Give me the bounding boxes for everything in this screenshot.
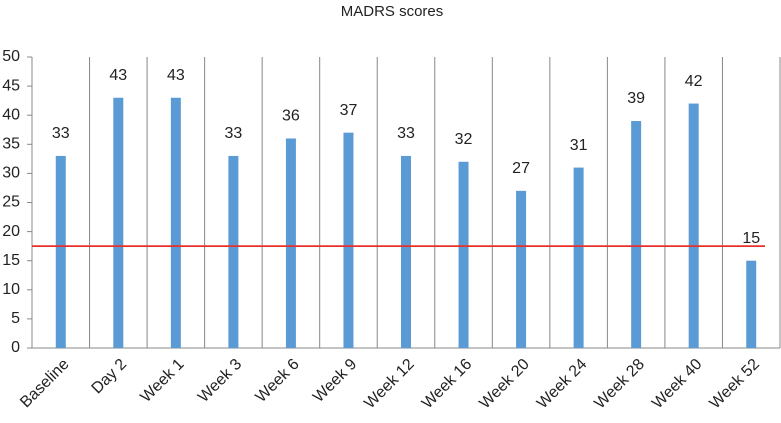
chart-title: MADRS scores xyxy=(341,3,444,20)
data-label: 33 xyxy=(52,125,70,142)
x-tick-label: Week 20 xyxy=(476,356,533,413)
y-tick-label: 40 xyxy=(2,106,20,123)
y-tick-label: 0 xyxy=(11,339,20,356)
y-tick-label: 15 xyxy=(2,252,20,269)
bar xyxy=(516,190,527,348)
x-tick-label: Week 16 xyxy=(419,356,476,413)
x-tick-label: Baseline xyxy=(17,356,73,412)
bar xyxy=(458,161,469,348)
bar xyxy=(113,97,124,349)
bar xyxy=(688,103,699,348)
data-label: 33 xyxy=(224,125,242,142)
bar xyxy=(746,260,757,348)
data-label: 42 xyxy=(685,73,703,90)
bar xyxy=(401,155,411,348)
bar xyxy=(573,167,584,348)
data-label: 39 xyxy=(627,90,645,107)
bar xyxy=(631,121,642,349)
data-label: 43 xyxy=(167,67,185,84)
x-tick-label: Week 28 xyxy=(591,356,648,413)
x-tick-label: Week 6 xyxy=(253,356,303,406)
bar xyxy=(228,155,239,348)
bar xyxy=(170,97,181,349)
data-label: 31 xyxy=(570,137,588,154)
x-tick-label: Week 3 xyxy=(195,356,245,406)
bar xyxy=(285,138,296,348)
data-label: 36 xyxy=(282,108,300,125)
x-tick-label: Week 52 xyxy=(707,356,764,413)
bar xyxy=(55,155,66,348)
y-tick-label: 50 xyxy=(2,48,20,65)
x-tick-label: Week 12 xyxy=(361,356,418,413)
data-label: 15 xyxy=(742,230,760,247)
y-tick-label: 45 xyxy=(2,77,20,94)
x-tick-label: Week 1 xyxy=(137,356,187,406)
data-label: 32 xyxy=(455,131,473,148)
y-tick-label: 20 xyxy=(2,223,20,240)
y-tick-label: 35 xyxy=(2,136,20,153)
x-tick-label: Day 2 xyxy=(89,356,131,398)
data-label: 33 xyxy=(397,125,415,142)
y-tick-label: 25 xyxy=(2,194,20,211)
x-tick-label: Week 9 xyxy=(310,356,360,406)
data-label: 37 xyxy=(340,102,358,119)
y-tick-label: 5 xyxy=(11,310,20,327)
bar xyxy=(343,132,354,348)
data-label: 27 xyxy=(512,160,530,177)
data-label: 43 xyxy=(109,67,127,84)
x-tick-label: Week 40 xyxy=(649,356,706,413)
y-tick-label: 10 xyxy=(2,281,20,298)
y-tick-label: 30 xyxy=(2,165,20,182)
x-tick-label: Week 24 xyxy=(534,356,591,413)
